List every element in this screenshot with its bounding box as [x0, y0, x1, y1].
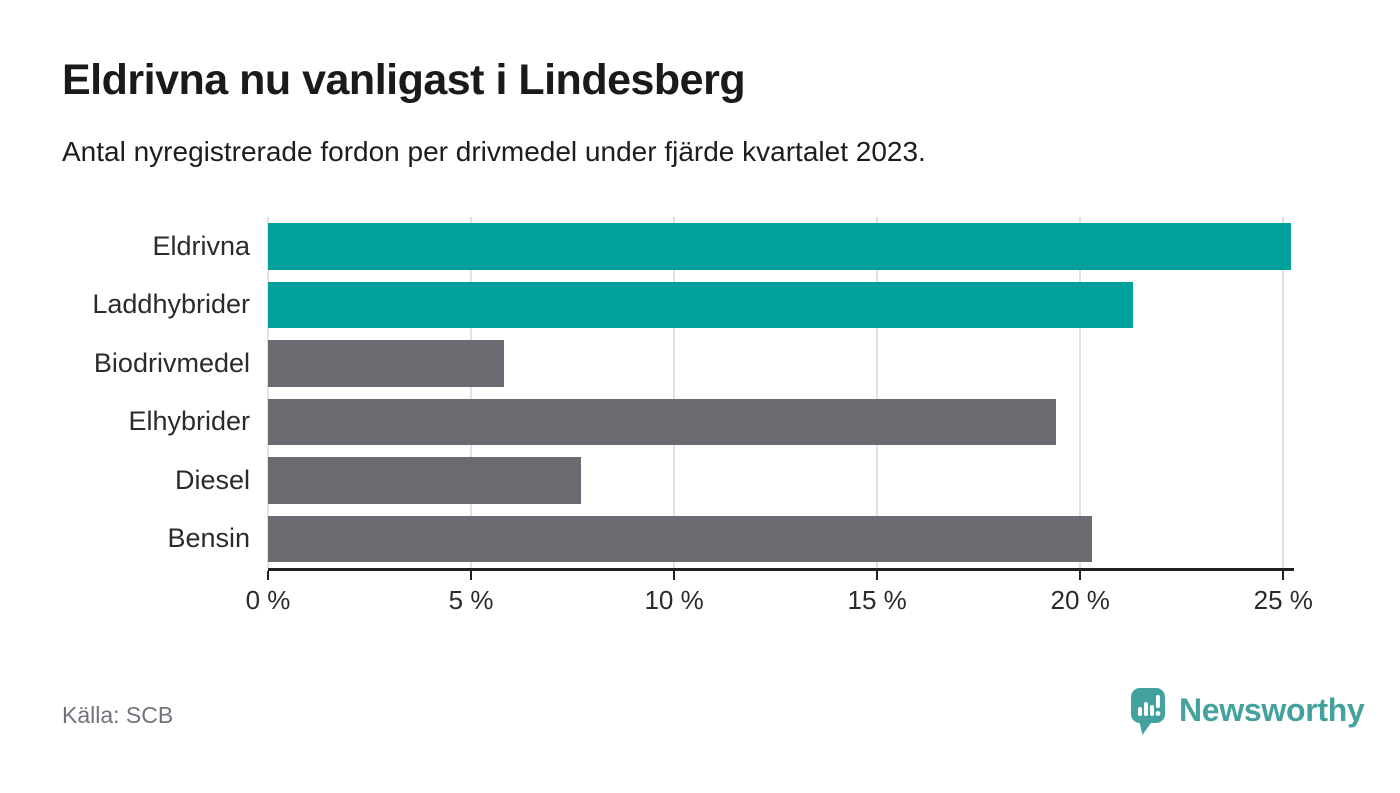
chart-title: Eldrivna nu vanligast i Lindesberg: [62, 56, 746, 104]
category-label-laddhybrider: Laddhybrider: [92, 289, 250, 320]
x-axis-line: [268, 568, 1294, 571]
x-tick-label-15: 15 %: [847, 585, 907, 615]
bar-biodrivmedel: [268, 340, 504, 387]
bar-row-bensin: [268, 510, 1293, 569]
x-tick-label-10: 10 %: [644, 585, 704, 615]
x-tick-20: [1079, 571, 1082, 580]
category-label-elhybrider: Elhybrider: [128, 406, 250, 437]
bar-row-elhybrider: [268, 393, 1293, 452]
bar-chart-plot-area: [267, 217, 1293, 569]
bar-laddhybrider: [268, 281, 1133, 328]
category-labels: Eldrivna Laddhybrider Biodrivmedel Elhybrid…: [0, 217, 250, 568]
bar-row-laddhybrider: [268, 276, 1293, 335]
bar-diesel: [268, 457, 581, 504]
gridline-5: [470, 217, 473, 568]
chart-subtitle: Antal nyregistrerade fordon per drivmede…: [62, 136, 926, 167]
bar-elhybrider: [268, 398, 1056, 445]
gridline-0: [267, 217, 269, 568]
bar-row-diesel: [268, 451, 1293, 510]
x-tick-25: [1282, 571, 1285, 580]
newsworthy-logo-icon: [1131, 688, 1165, 735]
category-label-diesel: Diesel: [174, 464, 250, 495]
gridline-25: [1282, 217, 1285, 568]
category-label-bensin: Bensin: [167, 523, 250, 554]
brand-logo: Newsworthy: [1131, 688, 1365, 736]
x-tick-5: [470, 571, 473, 580]
bar-row-eldrivna: [268, 217, 1293, 276]
gridline-15: [876, 217, 879, 568]
brand-name: Newsworthy: [1179, 692, 1365, 728]
x-tick-label-0: 0 %: [245, 585, 291, 615]
x-tick-label-25: 25 %: [1253, 585, 1313, 615]
category-label-eldrivna: Eldrivna: [152, 230, 250, 261]
source-text: Källa: SCB: [62, 702, 174, 728]
x-axis: 0 % 5 % 10 % 15 % 20 % 25 %: [246, 571, 1313, 626]
x-tick-15: [876, 571, 879, 580]
gridline-20: [1079, 217, 1082, 568]
category-label-biodrivmedel: Biodrivmedel: [93, 347, 250, 378]
gridline-10: [673, 217, 676, 568]
bar-row-biodrivmedel: [268, 334, 1293, 393]
x-tick-10: [673, 571, 676, 580]
bar-bensin: [268, 515, 1093, 562]
x-tick-label-5: 5 %: [448, 585, 494, 615]
bar-eldrivna: [268, 223, 1292, 270]
x-tick-0: [267, 571, 269, 580]
x-tick-label-20: 20 %: [1050, 585, 1110, 615]
